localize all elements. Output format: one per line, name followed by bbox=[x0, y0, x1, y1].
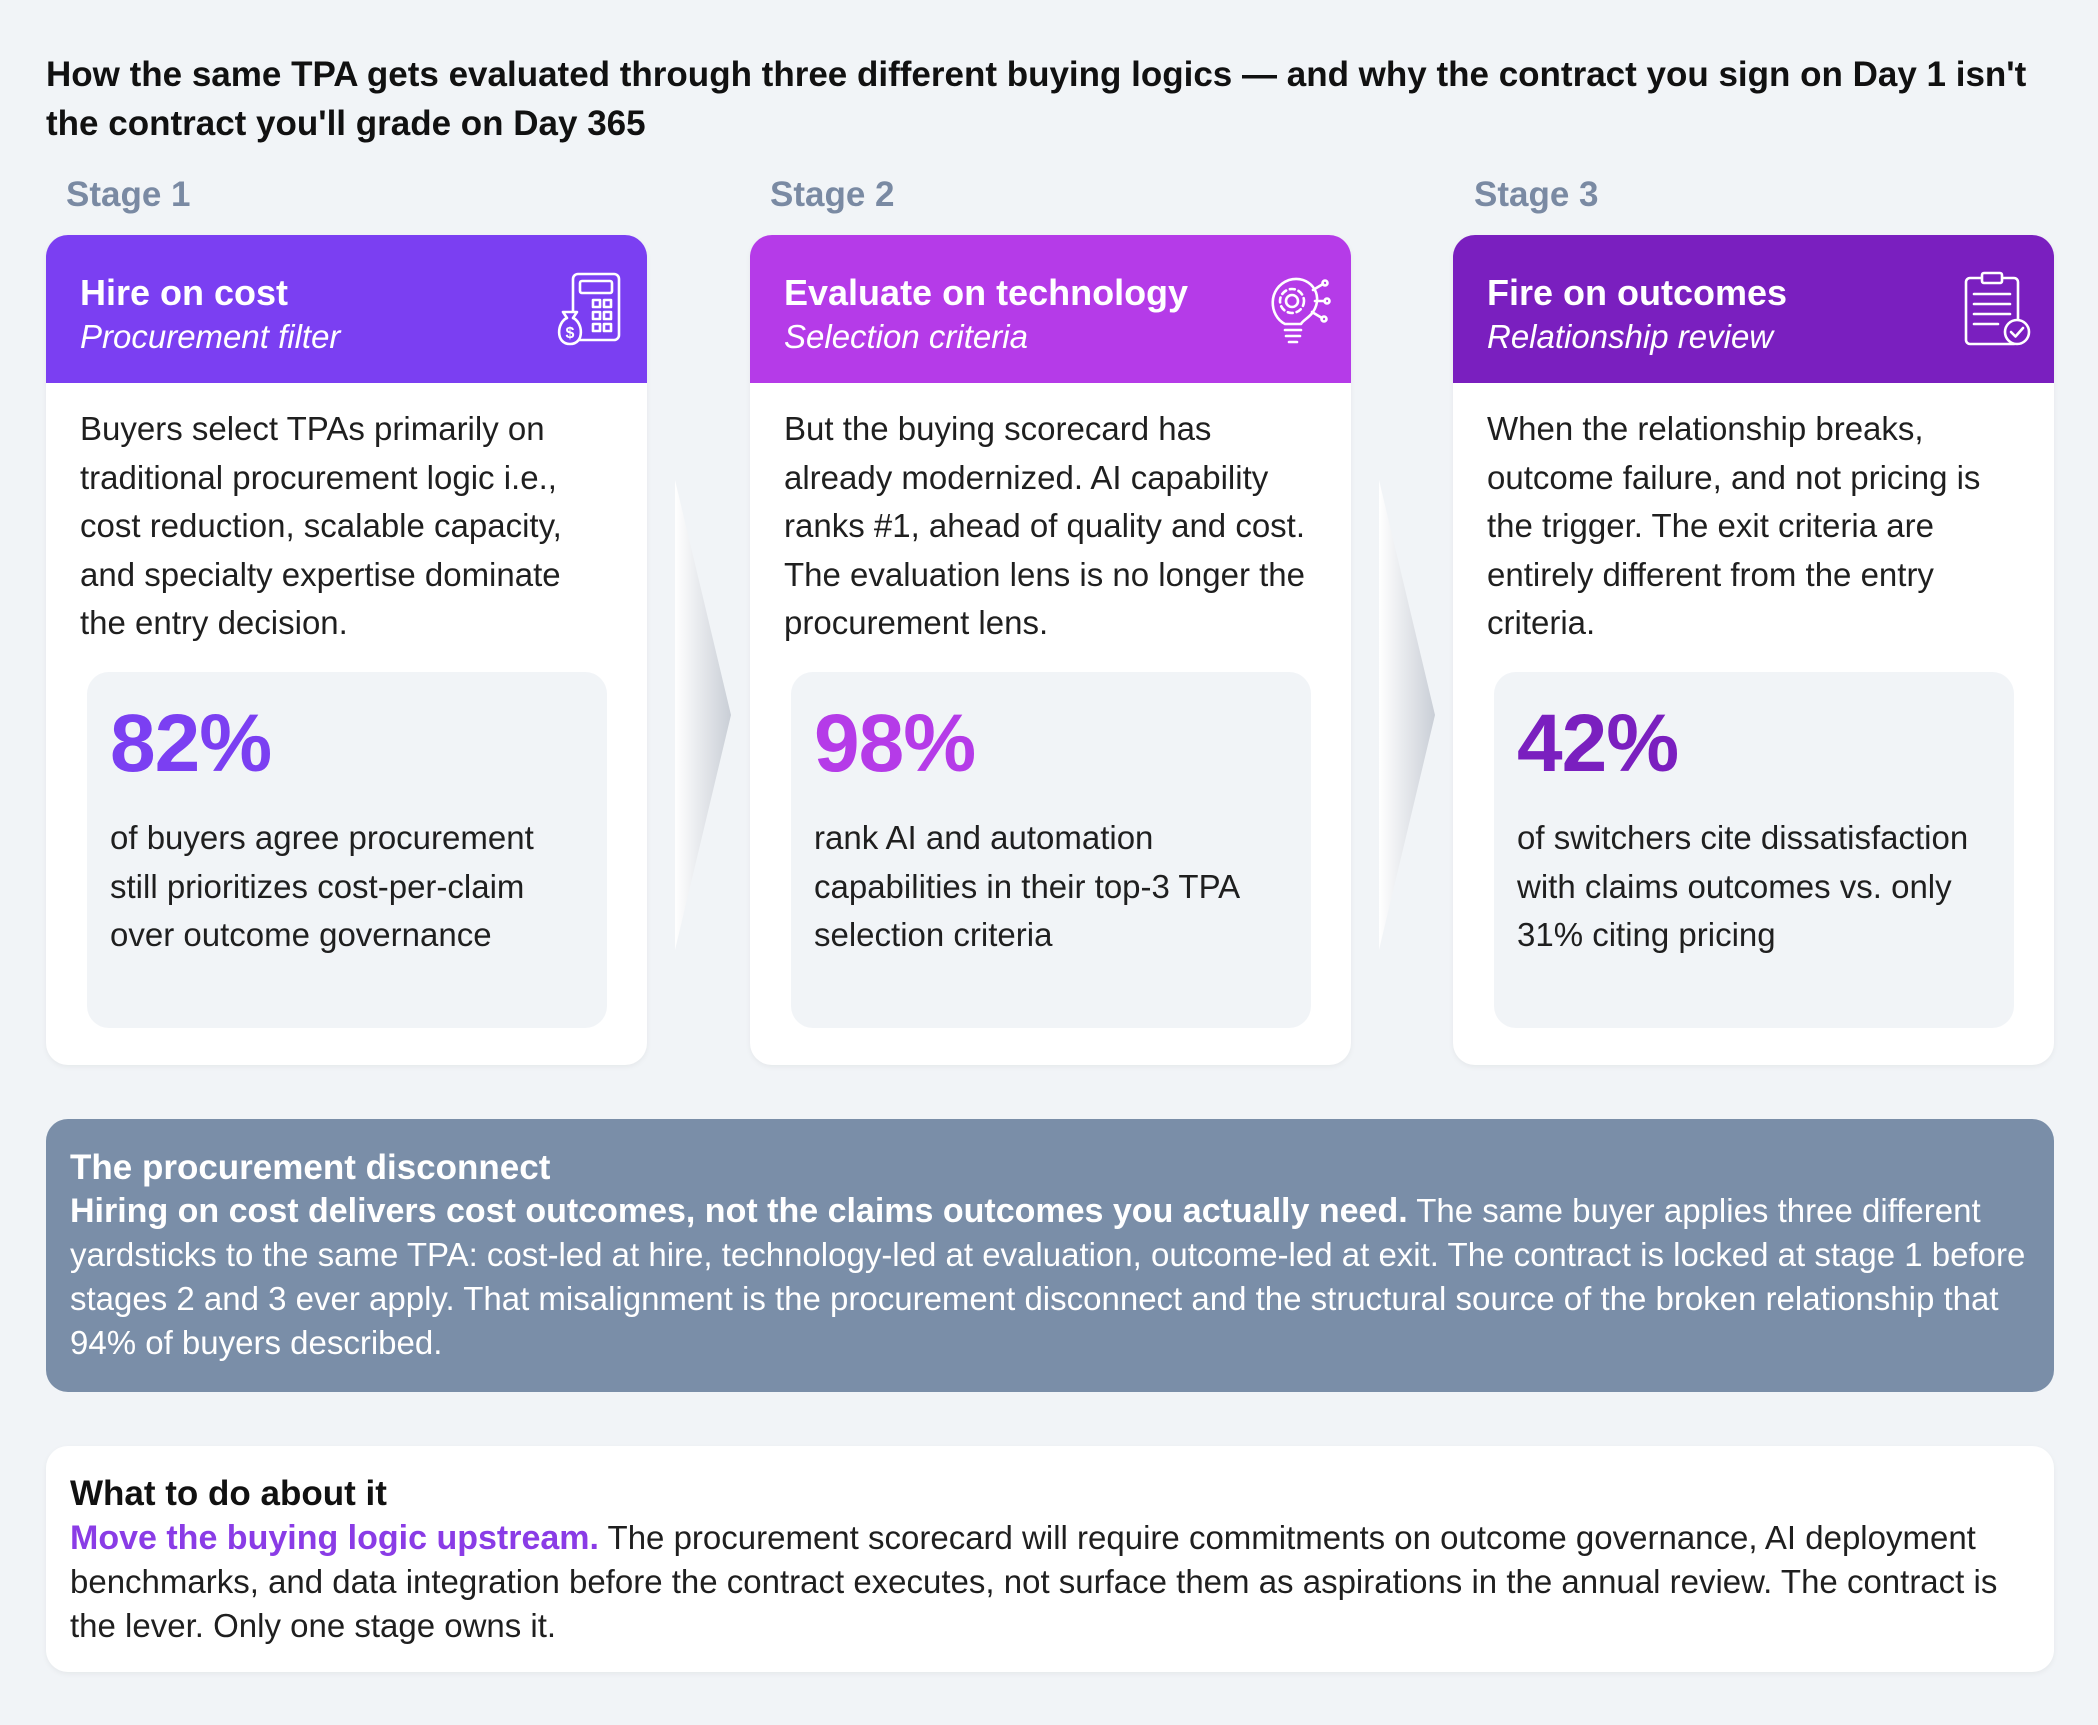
stage-1-title: Hire on cost bbox=[80, 272, 289, 313]
disconnect-title: The procurement disconnect bbox=[70, 1148, 551, 1187]
stage-2-subtitle: Selection criteria bbox=[784, 318, 1028, 355]
stage-3-title: Fire on outcomes bbox=[1487, 272, 1788, 313]
page-headline: How the same TPA gets evaluated through … bbox=[46, 55, 2027, 143]
what-to-do-panel: What to do about it Move the buying logi… bbox=[46, 1446, 2054, 1672]
stage-1-stat-box: 82% of buyers agree procurement still pr… bbox=[87, 672, 607, 1028]
stage-2-body: But the buying scorecard has already mod… bbox=[784, 410, 1306, 641]
stage-2-title: Evaluate on technology bbox=[784, 272, 1189, 313]
chevron-right-icon bbox=[675, 480, 731, 950]
procurement-disconnect-panel: The procurement disconnect Hiring on cos… bbox=[46, 1119, 2054, 1392]
stage-2-stat-box: 98% rank AI and automation capabilities … bbox=[791, 672, 1311, 1028]
stage-3-subtitle: Relationship review bbox=[1487, 318, 1774, 355]
stage-3-card: Fire on outcomes Relationship review Whe… bbox=[1453, 235, 2054, 1065]
stage-1-body: Buyers select TPAs primarily on traditio… bbox=[80, 410, 562, 641]
stage-2-label: Stage 2 bbox=[770, 175, 895, 214]
stage-3-stat-box: 42% of switchers cite dissatisfaction wi… bbox=[1494, 672, 2014, 1028]
disconnect-lead: Hiring on cost delivers cost outcomes, n… bbox=[70, 1192, 1408, 1230]
stage-1-stat: 82% bbox=[110, 698, 272, 789]
stage-1-header: Hire on cost Procurement filter $ bbox=[46, 235, 647, 383]
stage-2-stat-text: rank AI and automation capabilities in t… bbox=[814, 819, 1239, 953]
stage-1-label: Stage 1 bbox=[66, 175, 191, 214]
stage-2-card: Evaluate on technology Selection criteri… bbox=[750, 235, 1351, 1065]
svg-text:$: $ bbox=[566, 325, 575, 342]
stage-1-stat-text: of buyers agree procurement still priori… bbox=[110, 819, 534, 953]
stage-3-label: Stage 3 bbox=[1474, 175, 1599, 214]
clipboard-check-icon bbox=[1964, 271, 2031, 346]
chevron-right-icon bbox=[1379, 480, 1435, 950]
disconnect-body: Hiring on cost delivers cost outcomes, n… bbox=[70, 1189, 2028, 1365]
stage-3-stat-text: of switchers cite dissatisfaction with c… bbox=[1517, 819, 1969, 953]
stage-2-stat: 98% bbox=[814, 698, 976, 789]
stage-1-card: Hire on cost Procurement filter $ Buyers… bbox=[46, 235, 647, 1065]
todo-lead: Move the buying logic upstream. bbox=[70, 1519, 599, 1557]
todo-text: The procurement scorecard will require c… bbox=[70, 1519, 1998, 1644]
stage-3-body: When the relationship breaks, outcome fa… bbox=[1487, 410, 1981, 641]
stage-1-subtitle: Procurement filter bbox=[80, 318, 341, 355]
lightbulb-gear-icon bbox=[1271, 277, 1331, 344]
calculator-money-bag-icon: $ bbox=[557, 272, 621, 346]
stage-2-header: Evaluate on technology Selection criteri… bbox=[750, 235, 1351, 383]
stage-3-stat: 42% bbox=[1517, 698, 1679, 789]
disconnect-text: The same buyer applies three different y… bbox=[70, 1192, 2026, 1361]
todo-title: What to do about it bbox=[70, 1474, 387, 1513]
stage-3-header: Fire on outcomes Relationship review bbox=[1453, 235, 2054, 383]
todo-body: Move the buying logic upstream. The proc… bbox=[70, 1516, 2028, 1648]
